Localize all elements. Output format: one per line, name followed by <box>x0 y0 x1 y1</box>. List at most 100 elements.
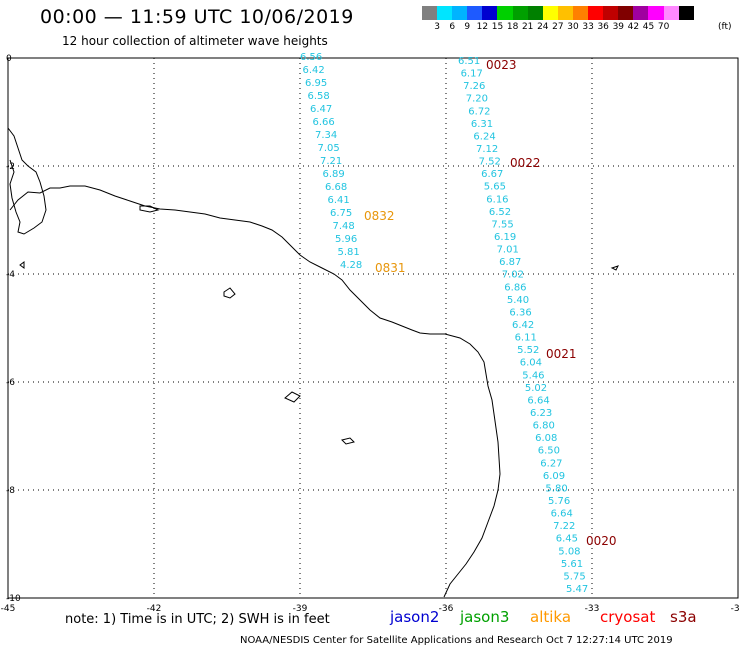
y-tick-label: -2 <box>6 162 15 172</box>
swh-value: 6.36 <box>509 307 531 318</box>
swh-value: 6.09 <box>543 471 565 482</box>
swh-value: 6.17 <box>461 69 483 80</box>
swh-value: 6.72 <box>468 106 490 117</box>
swh-value: 5.76 <box>548 496 570 507</box>
swh-value: 6.24 <box>473 131 495 142</box>
colorbar-label: 30 <box>567 22 579 32</box>
swh-value: 5.46 <box>522 370 544 381</box>
swh-value: 5.02 <box>525 383 547 394</box>
colorbar-swatch <box>467 6 483 20</box>
swh-value: 6.08 <box>535 433 557 444</box>
swh-value: 6.45 <box>556 534 578 545</box>
swh-value: 6.42 <box>512 320 534 331</box>
swh-value: 6.16 <box>486 194 508 205</box>
colorbar-swatch <box>482 6 498 20</box>
swh-value: 7.22 <box>553 521 575 532</box>
swh-value: 6.04 <box>520 358 542 369</box>
swh-value: 6.50 <box>538 446 560 457</box>
y-tick-label: -6 <box>6 378 15 388</box>
x-tick-label: -30 <box>731 604 740 614</box>
island-e <box>610 265 619 271</box>
colorbar-label: 21 <box>521 22 534 32</box>
swh-value: 5.96 <box>335 234 357 245</box>
colorbar-swatch <box>678 6 694 20</box>
pass-time-label: 0831 <box>375 261 406 275</box>
colorbar-unit: (ft) <box>718 22 732 32</box>
colorbar-label: 70 <box>657 22 670 32</box>
island-f <box>19 261 25 269</box>
swh-value: 7.02 <box>502 270 524 281</box>
swh-value: 6.80 <box>533 421 555 432</box>
island-d <box>341 437 355 445</box>
swh-value: 5.75 <box>563 571 585 582</box>
colorbar-swatch <box>572 6 589 20</box>
colorbar-label: 39 <box>612 22 625 32</box>
colorbar-swatch <box>422 6 438 20</box>
swh-value: 6.66 <box>313 117 335 128</box>
swh-value: 5.81 <box>338 247 360 258</box>
swh-value: 7.52 <box>479 157 501 168</box>
legend-jason3: jason3 <box>460 608 510 626</box>
swh-value: 7.55 <box>491 219 513 230</box>
colorbar-label: 27 <box>552 22 564 32</box>
wave-height-colorbar <box>422 6 694 20</box>
legend-cryosat: cryosat <box>600 608 656 626</box>
swh-value: 6.75 <box>330 208 352 219</box>
swh-value: 7.12 <box>476 144 498 155</box>
swh-value: 6.47 <box>310 104 332 115</box>
pass-time-label: 0023 <box>486 58 517 72</box>
credit-line: NOAA/NESDIS Center for Satellite Applica… <box>240 635 673 646</box>
x-tick-label: -36 <box>439 604 454 614</box>
colorbar-swatch <box>603 6 619 20</box>
swh-value: 6.23 <box>530 408 552 419</box>
pass-time-label: 0020 <box>586 534 617 548</box>
swh-value: 5.80 <box>545 483 567 494</box>
colorbar-swatch <box>497 6 513 20</box>
map-subtitle: 12 hour collection of altimeter wave hei… <box>62 34 328 48</box>
swh-value: 6.27 <box>540 458 562 469</box>
colorbar-swatch <box>618 6 634 20</box>
map-grid <box>8 58 738 598</box>
swh-value: 7.34 <box>315 130 337 141</box>
swh-value: 6.19 <box>494 232 516 243</box>
x-tick-label: -39 <box>293 604 308 614</box>
colorbar-label: 45 <box>642 22 655 32</box>
swh-value: 6.86 <box>504 282 526 293</box>
colorbar-swatch <box>437 6 453 20</box>
units-note: note: 1) Time is in UTC; 2) SWH is in fe… <box>65 612 330 627</box>
map-frame <box>7 57 739 599</box>
swh-value: 6.64 <box>551 509 573 520</box>
swh-value: 5.47 <box>566 584 588 595</box>
swh-value: 6.52 <box>489 207 511 218</box>
swh-value: 6.51 <box>458 56 480 67</box>
legend-s3a: s3a <box>670 608 697 626</box>
swh-value: 7.01 <box>497 245 519 256</box>
map-title: 00:00 — 11:59 UTC 10/06/2019 <box>40 6 354 28</box>
colorbar-label: 42 <box>627 22 640 32</box>
axis-ticks: -45 -42 -39 -36 -33 -30 0 -2 -4 -6 -8 -10 <box>1 54 740 614</box>
y-tick-label: -10 <box>6 594 21 604</box>
colorbar-swatch <box>452 6 468 20</box>
swh-value: 7.20 <box>466 94 488 105</box>
colorbar-labels: 3 6 9 12 15 18 21 24 27 30 33 36 39 42 45 70 <box>422 22 740 34</box>
colorbar-label: 12 <box>476 22 489 32</box>
swh-value: 6.42 <box>303 65 325 76</box>
swh-value: 6.58 <box>308 91 330 102</box>
x-tick-label: -45 <box>1 604 16 614</box>
swh-value: 5.61 <box>561 559 583 570</box>
colorbar-swatch <box>663 6 679 20</box>
colorbar-swatch <box>648 6 664 20</box>
colorbar-label: 15 <box>491 22 504 32</box>
colorbar-label: 3 <box>434 22 440 32</box>
colorbar-swatch <box>527 6 543 20</box>
colorbar-label: 36 <box>597 22 609 32</box>
swh-value: 7.05 <box>318 143 340 154</box>
y-tick-label: -8 <box>6 486 15 496</box>
swh-value: 5.40 <box>507 295 529 306</box>
island-b <box>223 287 236 299</box>
swh-value: 6.64 <box>527 395 549 406</box>
swh-value: 6.68 <box>325 182 347 193</box>
x-tick-label: -42 <box>147 604 162 614</box>
